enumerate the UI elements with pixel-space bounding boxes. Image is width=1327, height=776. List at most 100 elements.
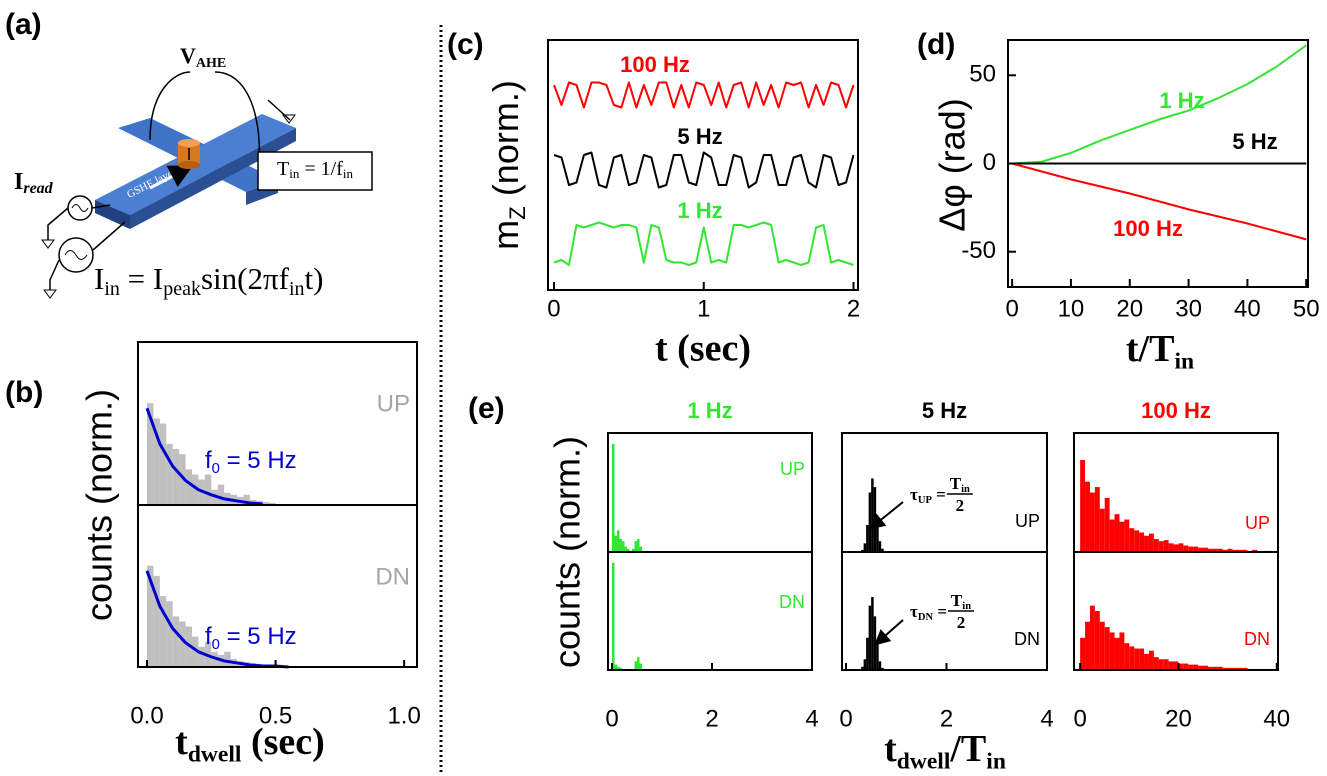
text-part: 0 [212, 637, 220, 653]
histogram-bar [612, 443, 615, 552]
series-label: 1 Hz [1159, 88, 1204, 113]
histogram-bar [1094, 487, 1100, 552]
histogram-bar [639, 663, 642, 670]
histogram-bar [1080, 637, 1086, 670]
subplot-label: UP [1245, 513, 1270, 533]
text-part: = 5 Hz [220, 623, 297, 650]
x-tick-label: 40 [1234, 295, 1261, 322]
histogram-bar [269, 502, 276, 505]
histogram-bar [1080, 460, 1086, 552]
histogram-bar [1085, 621, 1090, 670]
histogram-bar [1212, 666, 1218, 670]
histogram-bar [1188, 546, 1194, 552]
ground [282, 114, 296, 124]
histogram-bar [866, 524, 869, 552]
x-tick-label: 0 [1005, 295, 1018, 322]
text-part: = [932, 485, 946, 504]
x-tick-label: 0.5 [259, 702, 292, 729]
text-part: read [23, 180, 53, 197]
histogram-bar [1124, 519, 1130, 552]
plot-frame [607, 551, 813, 671]
histogram-bar [1158, 541, 1164, 552]
histogram-bar [153, 418, 160, 505]
y-axis-label: counts (norm.) [79, 389, 120, 621]
text-part: t/T [1126, 328, 1175, 370]
cross-bar-side [95, 200, 130, 229]
histogram-bar [1193, 664, 1199, 670]
magnet [178, 161, 200, 169]
histogram-bar [1252, 549, 1258, 552]
histogram-bar [1242, 549, 1248, 552]
panel-label: (c) [447, 28, 484, 61]
histogram-bar [878, 541, 882, 552]
annotation-text: τDN = [910, 602, 947, 624]
annotation-text: τUP = [910, 485, 946, 507]
histogram-bar [878, 661, 882, 670]
x-tick-label: 2 [847, 295, 860, 322]
subplot-label: DN [1244, 629, 1270, 649]
text-part: 0 [212, 461, 220, 477]
histogram-bar [863, 659, 867, 670]
voltage-label: VAHE [180, 43, 226, 71]
x-axis-label: t (sec) [655, 328, 751, 370]
plot-frame [1073, 551, 1279, 671]
text-part: = [933, 602, 947, 621]
histogram-bar [1178, 663, 1184, 670]
histogram-bar [1178, 543, 1184, 552]
wire [47, 204, 111, 240]
text-part: DN [918, 613, 934, 624]
panel-label: (b) [5, 376, 43, 409]
histogram-bar [204, 474, 212, 505]
histogram-bar [1109, 632, 1115, 670]
text-part: t [884, 728, 897, 770]
histogram-bar [871, 597, 874, 670]
histogram-bar [217, 484, 225, 505]
histogram-bar [1232, 667, 1238, 670]
histogram-bar [1183, 663, 1189, 670]
histogram-bar [192, 474, 199, 505]
text-part: in [289, 278, 305, 300]
histogram-bar [1139, 532, 1145, 552]
histogram-bar [224, 651, 231, 667]
text-part: f [205, 623, 212, 650]
x-tick-label: 10 [1058, 295, 1085, 322]
histogram-bar [198, 646, 205, 667]
plot-frame [841, 551, 1048, 671]
histogram-bar [159, 596, 167, 667]
column-title: 1 Hz [687, 398, 732, 423]
histogram-bar [1134, 648, 1140, 670]
histogram-bar [866, 637, 869, 670]
histogram-bar [1227, 548, 1233, 552]
text-part: τ [910, 602, 918, 621]
annotation-denominator: 2 [956, 496, 965, 515]
input-current-label: Iin = Ipeaksin(2πfint) [94, 261, 323, 299]
histogram-bar [153, 575, 160, 667]
histogram-bar [614, 664, 617, 670]
x-tick-label: 40 [1263, 705, 1290, 732]
x-tick-label: 20 [1165, 705, 1192, 732]
histogram-bar [614, 535, 617, 552]
x-axis-label: tdwell/Tin [884, 728, 1006, 775]
histogram-bar [1119, 521, 1125, 552]
x-axis-label: t/Tin [1126, 328, 1194, 375]
histogram-bar [179, 621, 186, 667]
series-line [553, 81, 855, 109]
histogram-bar [639, 546, 642, 552]
text-part: = I [120, 261, 163, 296]
subplot-label: UP [780, 459, 805, 479]
text-part: I [14, 169, 23, 195]
histogram-bar [863, 543, 867, 552]
series-line [1011, 162, 1307, 241]
histogram-bar [632, 548, 635, 552]
wire [267, 99, 291, 121]
histogram-bar [1144, 535, 1149, 552]
text-part: f [205, 447, 212, 474]
annotation-numerator: Tin [951, 591, 971, 613]
histogram-bar [1198, 547, 1204, 552]
text-part: in [986, 749, 1006, 775]
histogram-bar [1217, 666, 1223, 670]
histogram-bar [1217, 548, 1223, 552]
histogram-bar [1163, 659, 1169, 670]
histogram-bar [147, 565, 154, 667]
